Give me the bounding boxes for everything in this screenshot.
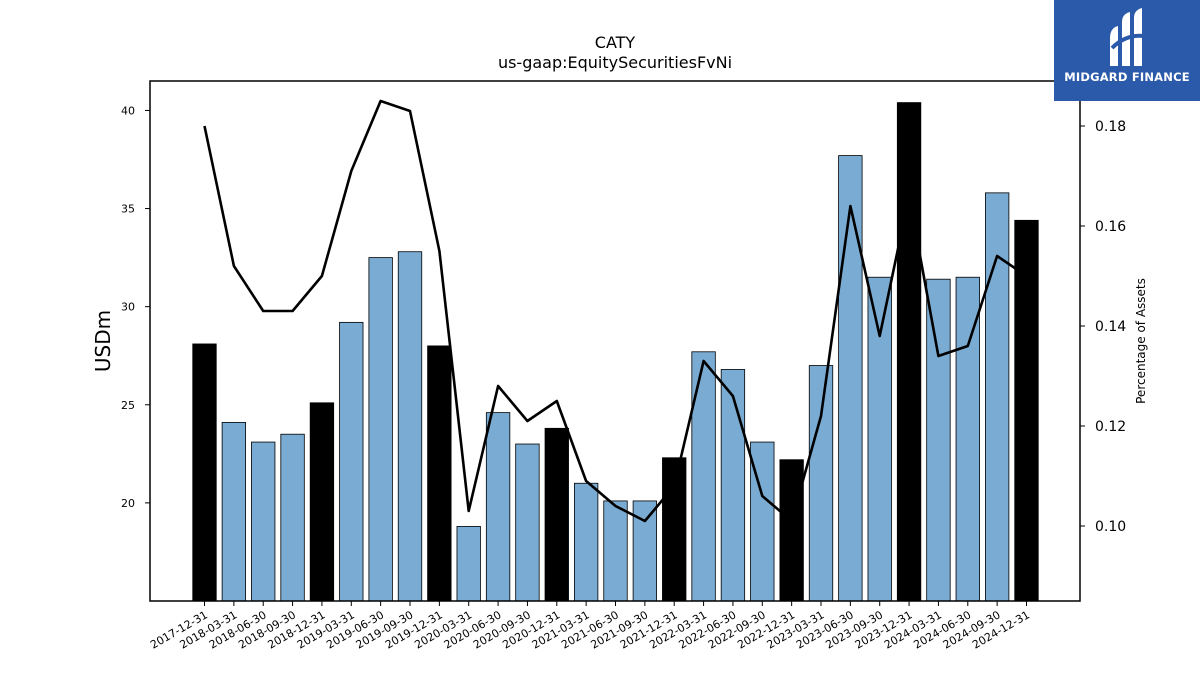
bar-2017-12-31 [192, 343, 217, 602]
y-right-tick-label: 0.12 [1095, 419, 1126, 435]
bar-2018-06-30 [251, 441, 276, 602]
bar-2019-12-31 [427, 345, 452, 602]
y-tick-label: 20 [121, 497, 135, 510]
bar-2024-09-30 [984, 192, 1010, 602]
bar-2023-12-31 [896, 102, 922, 602]
x-axis: 2017-12-312018-03-312018-06-302018-09-30… [148, 601, 1032, 652]
bar-2019-06-30 [368, 257, 393, 602]
chart-subtitle: us-gaap:EquitySecuritiesFvNi [498, 53, 732, 72]
bar-2018-09-30 [280, 433, 305, 602]
y-tick-label: 40 [121, 104, 135, 117]
bar-2020-03-31 [456, 526, 481, 602]
bar-2022-12-31 [779, 459, 804, 602]
bars-group [192, 102, 1039, 602]
chart-title: CATY [595, 33, 636, 52]
y-tick-label: 35 [121, 203, 135, 216]
bar-2019-09-30 [397, 251, 423, 602]
bar-2022-06-30 [720, 369, 746, 602]
bar-2020-06-30 [485, 412, 511, 602]
y-right-tick-label: 0.18 [1095, 119, 1126, 135]
y-axis-right: 0.10 0.12 0.14 0.16 0.18 [1080, 119, 1126, 535]
y-axis-right-label: Percentage of Assets [1134, 278, 1148, 404]
bar-2022-03-31 [691, 351, 716, 602]
bar-2018-12-31 [309, 402, 335, 602]
brand-logo: MIDGARD FINANCE [1054, 0, 1200, 101]
line-group [203, 99, 1028, 523]
bar-2021-06-30 [603, 500, 628, 602]
bar-2024-12-31 [1014, 219, 1039, 602]
y-tick-label: 30 [121, 301, 135, 314]
bar-2021-03-31 [573, 482, 599, 602]
y-right-tick-label: 0.16 [1095, 219, 1126, 235]
bar-2020-09-30 [515, 443, 540, 602]
bar-2023-06-30 [838, 155, 863, 602]
bar-2018-03-31 [221, 422, 247, 602]
bar-2023-09-30 [867, 276, 892, 602]
logo-text: MIDGARD FINANCE [1064, 70, 1190, 84]
bar-2024-03-31 [926, 278, 951, 602]
line-series [203, 99, 1028, 523]
y-axis-left: 20 25 30 35 40 [121, 104, 150, 510]
logo-mark-icon [1110, 8, 1145, 66]
y-tick-label: 25 [121, 399, 135, 412]
bar-2020-12-31 [544, 427, 569, 602]
y-right-tick-label: 0.10 [1095, 519, 1126, 535]
bar-2023-03-31 [808, 365, 834, 602]
y-axis-label: USDm [91, 310, 115, 372]
bar-2024-06-30 [955, 276, 980, 602]
bar-2019-03-31 [339, 321, 364, 602]
bar-2021-12-31 [662, 457, 687, 602]
y-right-tick-label: 0.14 [1095, 319, 1126, 335]
